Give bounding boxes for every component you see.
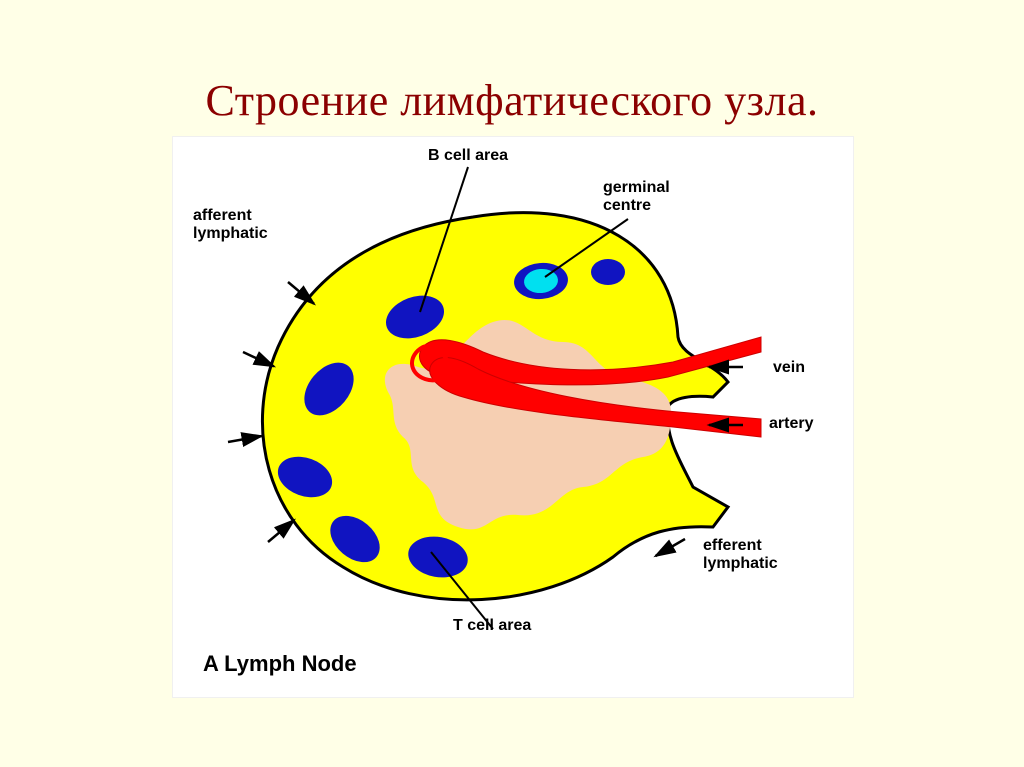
label-efferent-lymphatic: efferentlymphatic	[703, 537, 778, 572]
label-germinal-centre: germinalcentre	[603, 179, 670, 214]
slide-title: Строение лимфатического узла.	[0, 75, 1024, 126]
lymph-node-figure: B cell area germinalcentre afferentlymph…	[172, 136, 854, 698]
label-b-cell-area: B cell area	[428, 147, 508, 165]
lymph-node-svg	[173, 137, 853, 697]
slide-root: Строение лимфатического узла. B cell are…	[0, 0, 1024, 767]
label-artery: artery	[769, 415, 813, 433]
figure-caption: A Lymph Node	[203, 651, 357, 677]
label-vein: vein	[773, 359, 805, 377]
label-t-cell-area: T cell area	[453, 617, 531, 635]
label-afferent-lymphatic: afferentlymphatic	[193, 207, 268, 242]
